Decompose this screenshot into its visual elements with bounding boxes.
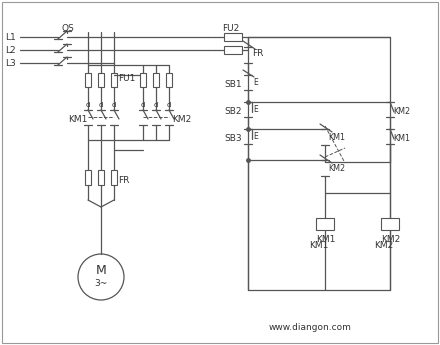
Text: KM1: KM1 bbox=[316, 235, 335, 244]
Text: KM2: KM2 bbox=[328, 164, 345, 172]
Text: E: E bbox=[253, 131, 258, 140]
Text: d: d bbox=[141, 102, 145, 108]
Circle shape bbox=[78, 254, 124, 300]
Text: KM1: KM1 bbox=[68, 115, 88, 124]
Bar bbox=[166, 73, 172, 87]
Text: FR: FR bbox=[118, 176, 129, 185]
Text: KM2: KM2 bbox=[393, 107, 410, 116]
Text: L3: L3 bbox=[5, 59, 16, 68]
Text: www.diangon.com: www.diangon.com bbox=[268, 323, 352, 332]
Text: KM1: KM1 bbox=[393, 134, 410, 142]
Bar bbox=[111, 73, 117, 87]
Bar bbox=[224, 46, 242, 54]
Bar bbox=[224, 33, 242, 41]
Bar bbox=[316, 218, 334, 230]
Bar bbox=[98, 73, 104, 87]
Text: KM2: KM2 bbox=[381, 235, 400, 244]
Bar bbox=[85, 73, 91, 87]
Text: SB2: SB2 bbox=[224, 107, 242, 116]
Text: d: d bbox=[112, 102, 116, 108]
Text: SB1: SB1 bbox=[224, 79, 242, 89]
Text: L2: L2 bbox=[5, 46, 16, 55]
Text: d: d bbox=[154, 102, 158, 108]
Text: L1: L1 bbox=[5, 32, 16, 41]
Text: KM2: KM2 bbox=[172, 115, 191, 124]
Text: FU1: FU1 bbox=[118, 73, 136, 82]
Text: KM2: KM2 bbox=[374, 240, 394, 249]
Text: M: M bbox=[95, 265, 106, 277]
Text: KM1: KM1 bbox=[309, 240, 329, 249]
Bar bbox=[111, 170, 117, 185]
Text: FU2: FU2 bbox=[222, 23, 239, 32]
Bar bbox=[140, 73, 146, 87]
Text: 3~: 3~ bbox=[94, 279, 108, 288]
Text: SB3: SB3 bbox=[224, 134, 242, 142]
Text: KM1: KM1 bbox=[328, 132, 345, 141]
Bar bbox=[381, 218, 399, 230]
Text: d: d bbox=[99, 102, 103, 108]
Bar bbox=[153, 73, 159, 87]
Text: E: E bbox=[253, 105, 258, 114]
Text: d: d bbox=[167, 102, 171, 108]
Text: FR: FR bbox=[252, 49, 264, 58]
Text: d: d bbox=[86, 102, 90, 108]
Text: E: E bbox=[253, 78, 258, 87]
Text: QS: QS bbox=[62, 23, 75, 32]
Bar bbox=[85, 170, 91, 185]
Bar bbox=[98, 170, 104, 185]
